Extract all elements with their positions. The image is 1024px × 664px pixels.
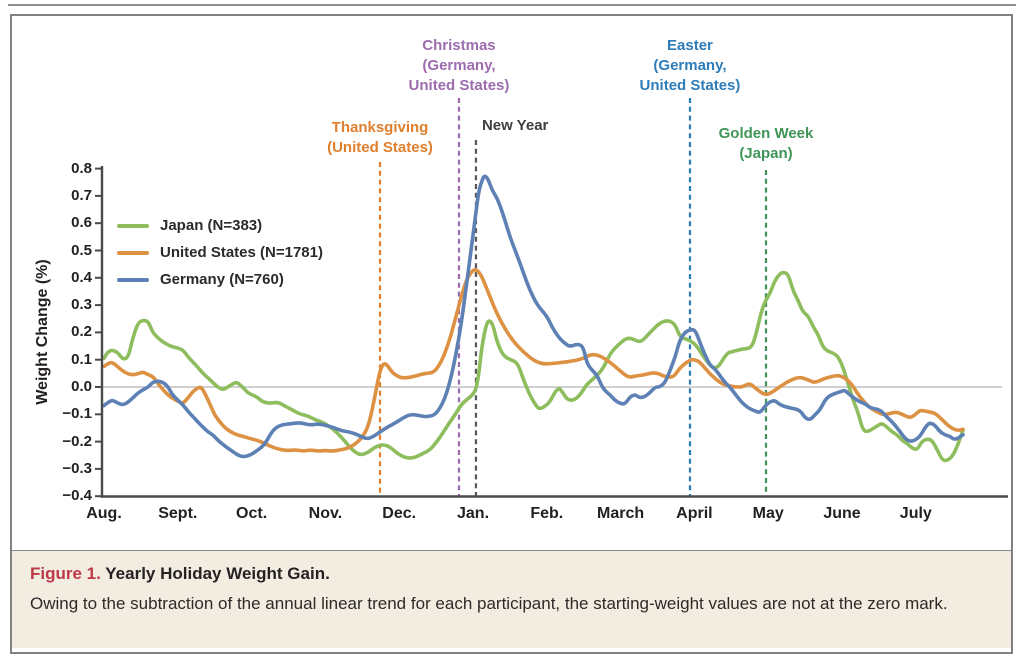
series-line-germany [102,174,965,459]
series-line-japan [102,270,965,463]
caption-body-text: Owing to the subtraction of the annual l… [30,594,948,613]
caption-heading: Figure 1. Yearly Holiday Weight Gain. [30,564,997,584]
figure-border-box: Figure 1. Yearly Holiday Weight Gain. Ow… [10,14,1013,654]
figure-title: Yearly Holiday Weight Gain. [105,564,330,583]
caption-panel: Figure 1. Yearly Holiday Weight Gain. Ow… [12,550,1011,648]
figure-number-label: Figure 1. [30,564,101,583]
top-rule [8,4,1016,6]
